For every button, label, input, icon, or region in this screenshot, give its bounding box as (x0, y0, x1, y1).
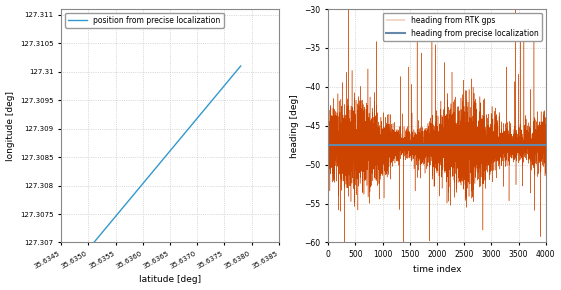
position from precise localization (160, 157, 167, 160)
X-axis label: time index: time index (413, 265, 461, 274)
X-axis label: latitude [deg]: latitude [deg] (139, 276, 201, 284)
heading from RTK gps (512, 0, 519, 3)
heading from precise localization (325, 144, 332, 147)
heading from RTK gps (483, 134, 490, 138)
heading from precise localization (325, 144, 332, 147)
position from precise localization (178, 136, 185, 139)
Y-axis label: longitude [deg]: longitude [deg] (6, 91, 15, 161)
heading from RTK gps (325, 160, 332, 164)
position from precise localization (170, 145, 177, 149)
heading from RTK gps (428, 143, 435, 147)
heading from RTK gps (542, 148, 549, 152)
Legend: position from precise localization: position from precise localization (65, 13, 224, 28)
Legend: heading from RTK gps, heading from precise localization: heading from RTK gps, heading from preci… (383, 13, 542, 41)
position from precise localization (161, 156, 168, 159)
position from precise localization (211, 96, 218, 99)
position from precise localization (90, 241, 97, 244)
heading from RTK gps (418, 135, 425, 138)
Line: heading from RTK gps: heading from RTK gps (328, 2, 546, 250)
Line: position from precise localization: position from precise localization (94, 66, 241, 242)
heading from RTK gps (341, 248, 348, 251)
heading from RTK gps (525, 160, 532, 163)
position from precise localization (237, 64, 244, 68)
heading from RTK gps (416, 134, 423, 138)
heading from RTK gps (536, 138, 542, 142)
position from precise localization (234, 68, 241, 72)
Y-axis label: heading [deg]: heading [deg] (290, 94, 299, 158)
